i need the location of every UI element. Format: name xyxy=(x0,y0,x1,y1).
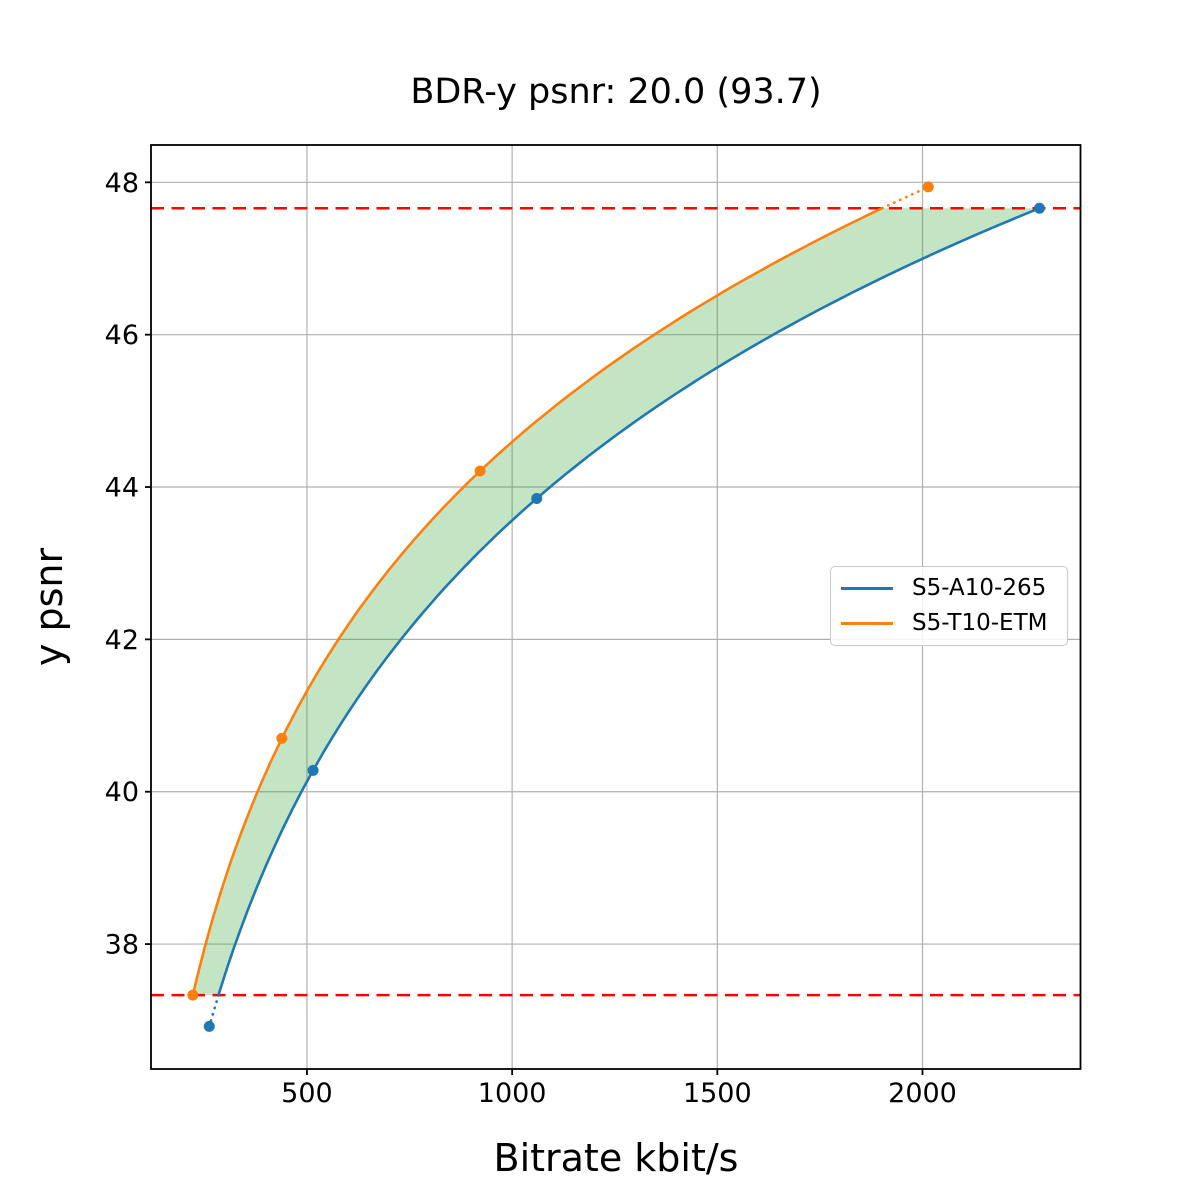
legend-item: S5-A10-265 xyxy=(831,572,1067,605)
legend-line-swatch xyxy=(841,621,893,625)
x-axis-label: Bitrate kbit/s xyxy=(493,1136,739,1180)
x-tick-label: 500 xyxy=(281,1078,333,1109)
legend-label: S5-T10-ETM xyxy=(912,609,1048,636)
y-tick-label: 42 xyxy=(105,625,139,656)
curve-dotted-extension xyxy=(880,185,930,210)
bd-shaded-area xyxy=(192,208,1040,996)
axis-ticks: 500 1000 1500 2000 38 40 42 44 46 48 xyxy=(105,168,957,1109)
y-tick-label: 46 xyxy=(105,320,139,351)
y-tick-label: 48 xyxy=(105,168,139,199)
x-tick-label: 1500 xyxy=(683,1078,752,1109)
legend-item: S5-T10-ETM xyxy=(831,607,1067,640)
data-point-S5-T10-ETM xyxy=(276,732,288,744)
data-point-S5-A10-265 xyxy=(531,492,543,504)
axes-border xyxy=(150,144,1082,1070)
y-axis-label: y psnr xyxy=(27,547,71,667)
legend-line-swatch xyxy=(841,587,893,591)
legend-label: S5-A10-265 xyxy=(912,575,1047,602)
data-point-S5-T10-ETM xyxy=(187,989,199,1001)
data-point-S5-T10-ETM xyxy=(474,465,486,477)
y-tick-label: 40 xyxy=(105,777,139,808)
data-point-S5-A10-265 xyxy=(307,764,319,776)
data-point-S5-T10-ETM xyxy=(922,181,934,193)
y-tick-label: 38 xyxy=(105,930,139,961)
data-point-S5-A10-265 xyxy=(203,1020,215,1032)
curve-S5-T10-ETM xyxy=(191,207,883,996)
data-point-S5-A10-265 xyxy=(1033,202,1045,214)
x-tick-label: 1000 xyxy=(478,1078,547,1109)
chart-title: BDR-y psnr: 20.0 (93.7) xyxy=(410,72,822,112)
legend: S5-A10-265 S5-T10-ETM xyxy=(830,566,1068,646)
curve-S5-A10-265 xyxy=(217,206,1040,996)
x-tick-label: 2000 xyxy=(888,1078,957,1109)
y-tick-label: 44 xyxy=(105,473,139,504)
